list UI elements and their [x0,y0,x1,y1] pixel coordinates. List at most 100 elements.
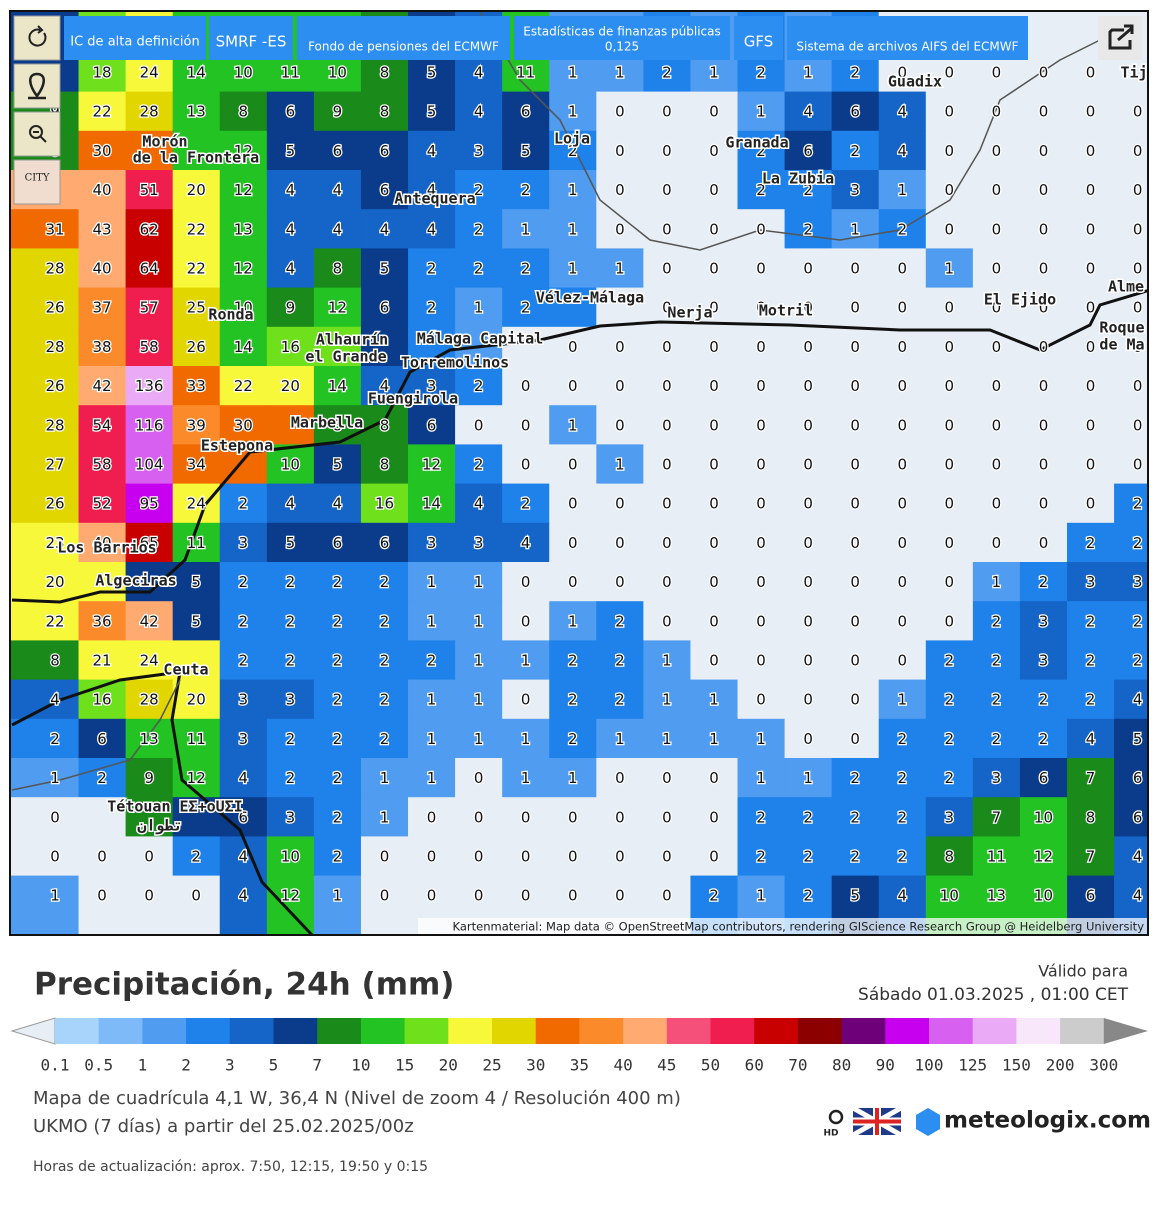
grid-cell [549,405,597,445]
grid-value: 0 [803,573,813,591]
tool-icon-button[interactable] [13,159,61,205]
grid-cell [878,91,927,132]
toolbar-button[interactable] [64,16,206,60]
grid-cell [643,718,691,759]
grid-cell [878,130,927,171]
grid-value: 14 [234,338,253,356]
brand[interactable]: meteologix.com [944,1108,1151,1134]
grid-cell [690,91,739,132]
grid-value: 0 [474,848,484,866]
grid-cell [549,601,597,641]
grid-cell [266,444,315,485]
grid-cell [643,601,691,641]
grid-value: 22 [187,220,206,238]
grid-cell [549,758,597,798]
grid-value: 2 [380,691,390,709]
grid-cell [11,405,80,445]
grid-value: 5 [191,612,201,630]
tool-icon-button[interactable] [13,63,61,109]
toolbar-button[interactable] [787,16,1028,60]
grid-value: 36 [93,612,112,630]
legend-tick-label: 0.1 [41,1056,70,1075]
grid-cell [690,522,739,563]
grid-cell [455,718,503,759]
grid-cell [1067,170,1115,210]
grid-cell [737,287,786,328]
grid-cell [643,209,691,249]
valid-time: Sábado 01.03.2025 , 01:00 CET [858,985,1129,1005]
grid-value: 38 [93,338,112,356]
grid-value: 2 [850,848,860,866]
grid-cell [360,522,409,563]
grid-value: 0 [709,769,719,787]
grid-value: 0 [568,848,578,866]
grid-cell [1019,522,1068,563]
grid-value: 0 [992,260,1002,278]
grid-value: 2 [474,456,484,474]
grid-cell [1019,130,1068,171]
grid-cell [313,640,362,681]
legend-swatch [98,1018,143,1044]
place-label: Loja [554,130,590,148]
grid-cell [1114,718,1148,759]
grid-value: 0 [992,495,1002,513]
grid-value: 0 [803,612,813,630]
grid-value: 31 [45,220,64,238]
grid-cell [219,326,268,367]
grid-cell [313,405,362,445]
grid-cell [643,640,691,681]
grid-value: 2 [945,691,955,709]
grid-cell [737,248,786,289]
grid-value: 24 [140,652,159,670]
button-label: GFS [744,33,774,51]
grid-value: 4 [333,495,343,513]
grid-cell [360,718,409,759]
legend-below [10,1017,56,1045]
grid-cell [596,522,644,563]
grid-cell [925,640,974,681]
tool-icon-button[interactable] [13,15,61,61]
toolbar-button[interactable] [209,16,293,60]
grid-value: 2 [286,730,296,748]
grid-cell [1067,366,1115,406]
grid-value: 1 [521,730,531,748]
grid-cell [78,718,127,759]
toolbar-button[interactable] [514,16,730,60]
grid-cell [78,875,127,934]
legend-swatch [535,1018,580,1044]
grid-cell [878,718,927,759]
grid-value: 0 [897,652,907,670]
grid-value: 3 [474,142,484,160]
grid-cell [78,444,127,485]
grid-value: 0 [1133,181,1143,199]
grid-cell [172,562,221,602]
grid-cell [1019,601,1068,641]
grid-cell [596,797,644,837]
grid-cell [219,758,268,798]
grid-cell [125,522,174,563]
grid-value: 2 [380,730,390,748]
tool-icon-button[interactable] [13,111,61,157]
grid-cell [972,287,1021,328]
legend-tick-label: 2 [181,1056,191,1075]
grid-value: 1 [756,103,766,121]
hd-label[interactable]: HD [823,1129,838,1139]
grid-cell [737,718,786,759]
toolbar-button[interactable] [734,16,783,60]
grid-value: 0 [615,534,625,552]
grid-value: 2 [1086,691,1096,709]
grid-value: 0 [756,652,766,670]
grid-value: 4 [897,103,907,121]
grid-value: 7 [1086,769,1096,787]
grid-cell [408,758,456,798]
grid-value: 2 [50,730,60,748]
grid-cell [1067,797,1115,837]
grid-cell [925,562,974,602]
toolbar-button[interactable] [297,16,510,60]
grid-value: 2 [474,377,484,395]
grid-cell [360,209,409,249]
grid-value: 65 [140,534,159,552]
grid-cell [972,483,1021,524]
city-toggle[interactable]: CITY [25,173,50,184]
legend-tick-label: 200 [1046,1056,1075,1075]
